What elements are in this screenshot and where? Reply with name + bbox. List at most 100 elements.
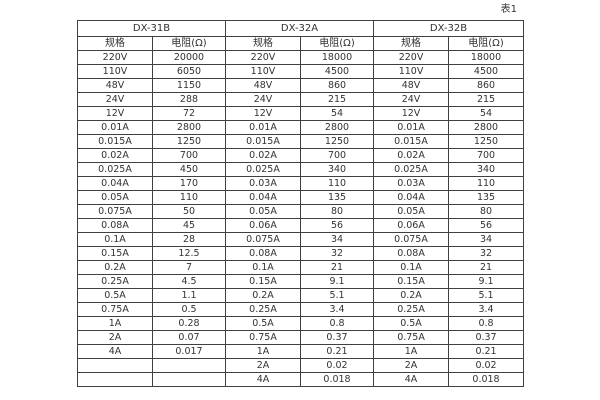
table-row: 0.2A 7 0.1A 21 0.1A 21 xyxy=(77,260,525,275)
spec-cell: 24V xyxy=(77,92,153,107)
spec-cell: 0.02A xyxy=(225,148,301,163)
spec-cell: 0.08A xyxy=(373,246,450,261)
resistance-cell: 0.017 xyxy=(152,344,226,359)
spec-cell: 48V xyxy=(373,78,450,93)
resistance-cell: 0.37 xyxy=(299,330,375,345)
spec-cell: 0.025A xyxy=(77,162,153,177)
table-row: 0.5A 1.1 0.2A 5.1 0.2A 5.1 xyxy=(77,288,525,303)
resistance-cell: 32 xyxy=(299,246,375,261)
resistance-cell: 72 xyxy=(152,106,226,121)
spec-cell: 0.075A xyxy=(373,232,450,247)
col-header-spec: 规格 xyxy=(77,36,153,51)
spec-cell: 0.04A xyxy=(77,176,153,191)
col-header-spec: 规格 xyxy=(225,36,301,51)
spec-cell: 0.25A xyxy=(225,302,301,317)
spec-cell: 0.015A xyxy=(225,134,301,149)
resistance-cell: 56 xyxy=(448,218,525,233)
resistance-cell: 18000 xyxy=(448,50,525,65)
resistance-cell: 860 xyxy=(299,78,375,93)
resistance-cell: 12.5 xyxy=(152,246,226,261)
table-row: 0.02A 700 0.02A 700 0.02A 700 xyxy=(77,148,525,163)
resistance-cell: 110 xyxy=(448,176,525,191)
resistance-cell: 32 xyxy=(448,246,525,261)
resistance-cell: 700 xyxy=(299,148,375,163)
spec-cell: 110V xyxy=(77,64,153,79)
resistance-cell: 0.018 xyxy=(448,372,525,387)
table-row: 2A 0.02 2A 0.02 xyxy=(77,358,525,373)
resistance-cell: 170 xyxy=(152,176,226,191)
spec-cell: 220V xyxy=(225,50,301,65)
resistance-cell: 34 xyxy=(448,232,525,247)
resistance-cell: 2800 xyxy=(448,120,525,135)
spec-cell: 0.075A xyxy=(225,232,301,247)
spec-cell: 0.1A xyxy=(373,260,450,275)
spec-cell: 12V xyxy=(373,106,450,121)
spec-cell: 48V xyxy=(77,78,153,93)
spec-cell: 0.2A xyxy=(373,288,450,303)
spec-cell: 0.06A xyxy=(225,218,301,233)
spec-cell: 0.04A xyxy=(225,190,301,205)
resistance-cell: 9.1 xyxy=(299,274,375,289)
resistance-cell: 700 xyxy=(152,148,226,163)
table-row: 110V 6050 110V 4500 110V 4500 xyxy=(77,64,525,79)
spec-cell: 110V xyxy=(225,64,301,79)
table-row: 0.25A 4.5 0.15A 9.1 0.15A 9.1 xyxy=(77,274,525,289)
table-row: 4A 0.018 4A 0.018 xyxy=(77,372,525,387)
resistance-cell: 3.4 xyxy=(299,302,375,317)
spec-cell: 2A xyxy=(373,358,450,373)
col-header-spec: 规格 xyxy=(373,36,450,51)
table-row: 48V 1150 48V 860 48V 860 xyxy=(77,78,525,93)
table-row: 2A 0.07 0.75A 0.37 0.75A 0.37 xyxy=(77,330,525,345)
spec-cell: 0.05A xyxy=(373,204,450,219)
spec-cell: 220V xyxy=(373,50,450,65)
resistance-cell: 1250 xyxy=(299,134,375,149)
resistance-cell: 0.5 xyxy=(152,302,226,317)
table-row: 4A 0.017 1A 0.21 1A 0.21 xyxy=(77,344,525,359)
resistance-cell: 5.1 xyxy=(299,288,375,303)
resistance-cell: 0.21 xyxy=(448,344,525,359)
table-row: 1A 0.28 0.5A 0.8 0.5A 0.8 xyxy=(77,316,525,331)
col-header-resistance: 电阻(Ω) xyxy=(299,36,375,51)
resistance-cell: 50 xyxy=(152,204,226,219)
resistance-cell: 54 xyxy=(299,106,375,121)
spec-cell: 2A xyxy=(225,358,301,373)
spec-cell xyxy=(77,372,153,387)
table-row: 0.1A 28 0.075A 34 0.075A 34 xyxy=(77,232,525,247)
resistance-cell: 215 xyxy=(299,92,375,107)
table-row: 12V 72 12V 54 12V 54 xyxy=(77,106,525,121)
resistance-cell: 56 xyxy=(299,218,375,233)
spec-cell: 0.03A xyxy=(373,176,450,191)
resistance-cell: 1250 xyxy=(152,134,226,149)
resistance-cell: 0.8 xyxy=(299,316,375,331)
spec-cell: 0.2A xyxy=(225,288,301,303)
group-header-dx-31b: DX-31B xyxy=(77,20,226,37)
resistance-cell: 860 xyxy=(448,78,525,93)
resistance-cell: 6050 xyxy=(152,64,226,79)
resistance-cell: 18000 xyxy=(299,50,375,65)
spec-cell: 0.5A xyxy=(225,316,301,331)
spec-cell: 0.1A xyxy=(225,260,301,275)
resistance-cell: 80 xyxy=(448,204,525,219)
table-row: 0.01A 2800 0.01A 2800 0.01A 2800 xyxy=(77,120,525,135)
spec-cell: 0.08A xyxy=(225,246,301,261)
spec-cell: 0.015A xyxy=(373,134,450,149)
resistance-cell: 1150 xyxy=(152,78,226,93)
resistance-cell: 1.1 xyxy=(152,288,226,303)
resistance-cell: 215 xyxy=(448,92,525,107)
spec-cell: 110V xyxy=(373,64,450,79)
group-header-dx-32a: DX-32A xyxy=(224,20,375,37)
resistance-cell: 80 xyxy=(299,204,375,219)
resistance-cell: 288 xyxy=(152,92,226,107)
table-row: 0.75A 0.5 0.25A 3.4 0.25A 3.4 xyxy=(77,302,525,317)
spec-cell: 24V xyxy=(373,92,450,107)
resistance-cell: 21 xyxy=(448,260,525,275)
spec-cell: 0.05A xyxy=(225,204,301,219)
table-row: 0.025A 450 0.025A 340 0.025A 340 xyxy=(77,162,525,177)
spec-cell: 4A xyxy=(373,372,450,387)
resistance-cell: 0.21 xyxy=(299,344,375,359)
resistance-cell: 9.1 xyxy=(448,274,525,289)
resistance-cell: 0.07 xyxy=(152,330,226,345)
spec-cell: 0.05A xyxy=(77,190,153,205)
spec-cell: 24V xyxy=(225,92,301,107)
spec-cell: 0.75A xyxy=(77,302,153,317)
